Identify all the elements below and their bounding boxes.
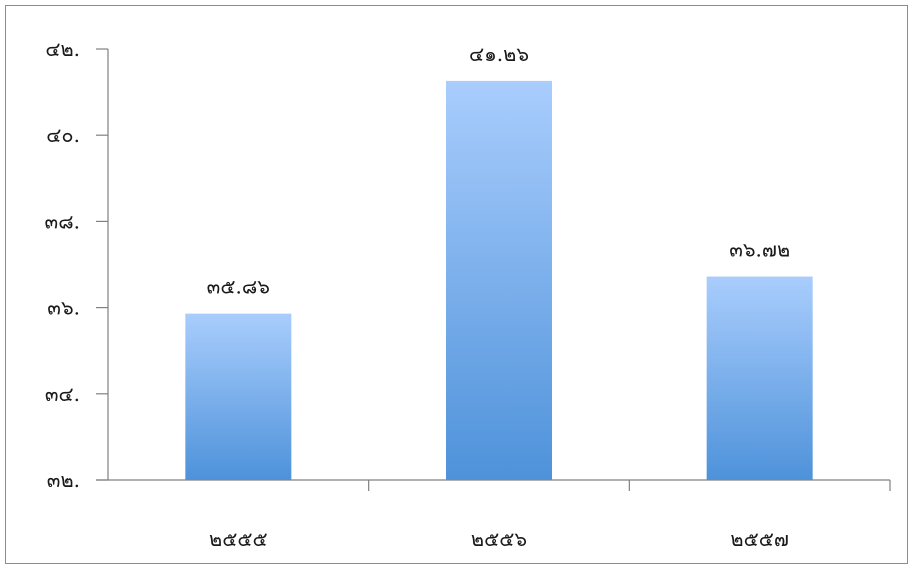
y-tick-label: ๓๘. (45, 209, 80, 233)
x-tick-label: ๒๕๕๕ (209, 527, 268, 551)
x-tick-label: ๒๕๕๗ (730, 527, 789, 551)
bars (185, 80, 813, 481)
y-tick-label: ๓๔. (45, 382, 80, 406)
y-tick-label: ๓๖. (47, 296, 80, 320)
bar (185, 313, 292, 480)
data-label: ๓๖.๗๒ (729, 238, 790, 262)
y-tick-label: ๔๐. (46, 123, 80, 147)
bar (706, 276, 813, 480)
y-tick-label: ๔๒. (45, 37, 80, 61)
data-label: ๔๑.๒๖ (469, 42, 529, 66)
y-tick-label: ๓๒. (47, 468, 80, 492)
x-tick-label: ๒๕๕๖ (471, 527, 527, 551)
data-label: ๓๕.๘๖ (207, 275, 270, 299)
x-axis: ๒๕๕๕ ๒๕๕๖ ๒๕๕๗ (96, 479, 891, 551)
bar (446, 80, 552, 481)
y-axis: ๓๒. ๓๔. ๓๖. ๓๘. ๔๐. ๔๒. (45, 37, 109, 492)
